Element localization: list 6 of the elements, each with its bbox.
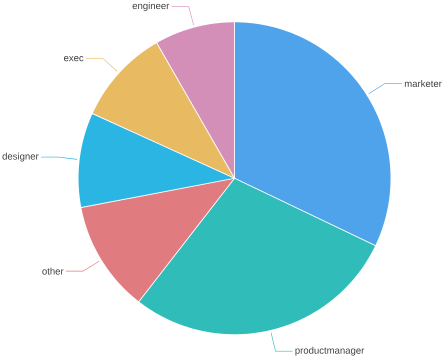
slice-label: exec [64, 56, 84, 62]
slice-label: engineer [132, 2, 170, 12]
slice-label: productmanager [295, 346, 364, 356]
slice-label: marketer [404, 80, 442, 88]
slice-label: other [42, 268, 64, 275]
slice-label: designer [2, 152, 39, 162]
